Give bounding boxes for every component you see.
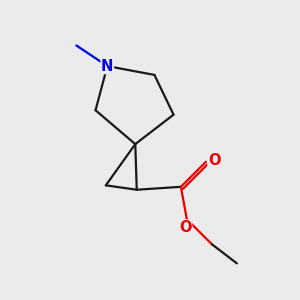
Text: O: O (208, 153, 220, 168)
Text: O: O (179, 220, 192, 235)
Text: N: N (101, 58, 113, 74)
